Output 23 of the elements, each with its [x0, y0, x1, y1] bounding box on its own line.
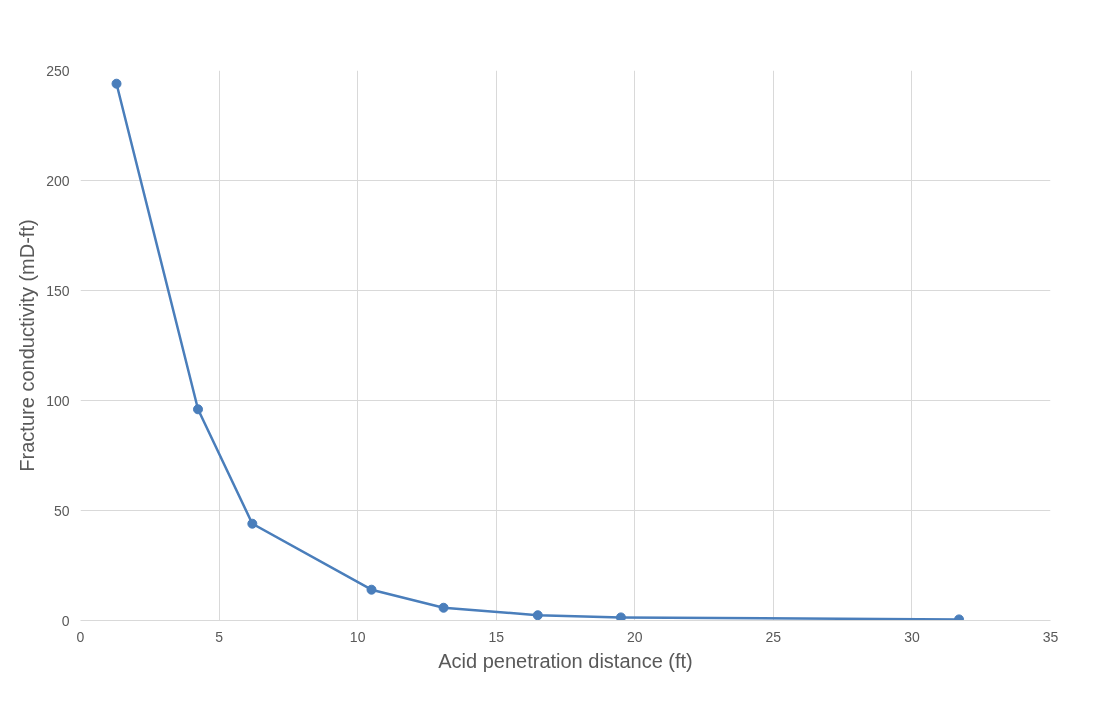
- x-axis-title: Acid penetration distance (ft): [438, 649, 693, 672]
- x-tick-label: 20: [627, 628, 643, 645]
- point: [247, 518, 258, 529]
- x-tick-label: 5: [215, 628, 224, 645]
- y-tick-label: 50: [53, 502, 70, 519]
- point: [193, 404, 204, 415]
- x-tick-label: 10: [349, 628, 366, 645]
- x-tick-label: 15: [488, 628, 505, 645]
- y-tick-label: 200: [46, 172, 70, 189]
- point: [438, 602, 449, 613]
- y-tick-label: 150: [46, 282, 70, 299]
- x-tick-label: 25: [765, 628, 782, 645]
- point: [111, 78, 122, 89]
- y-tick-label: 100: [46, 392, 70, 409]
- x-tick-label: 0: [76, 628, 85, 645]
- x-tick-label: 35: [1042, 628, 1059, 645]
- y-tick-label: 250: [46, 62, 70, 79]
- point: [532, 610, 543, 621]
- x-tick-label: 30: [904, 628, 920, 645]
- y-tick-label: 0: [61, 612, 70, 629]
- y-axis-title: Fracture conductivity (mD-ft): [16, 219, 39, 472]
- point: [615, 612, 626, 621]
- point: [366, 584, 377, 595]
